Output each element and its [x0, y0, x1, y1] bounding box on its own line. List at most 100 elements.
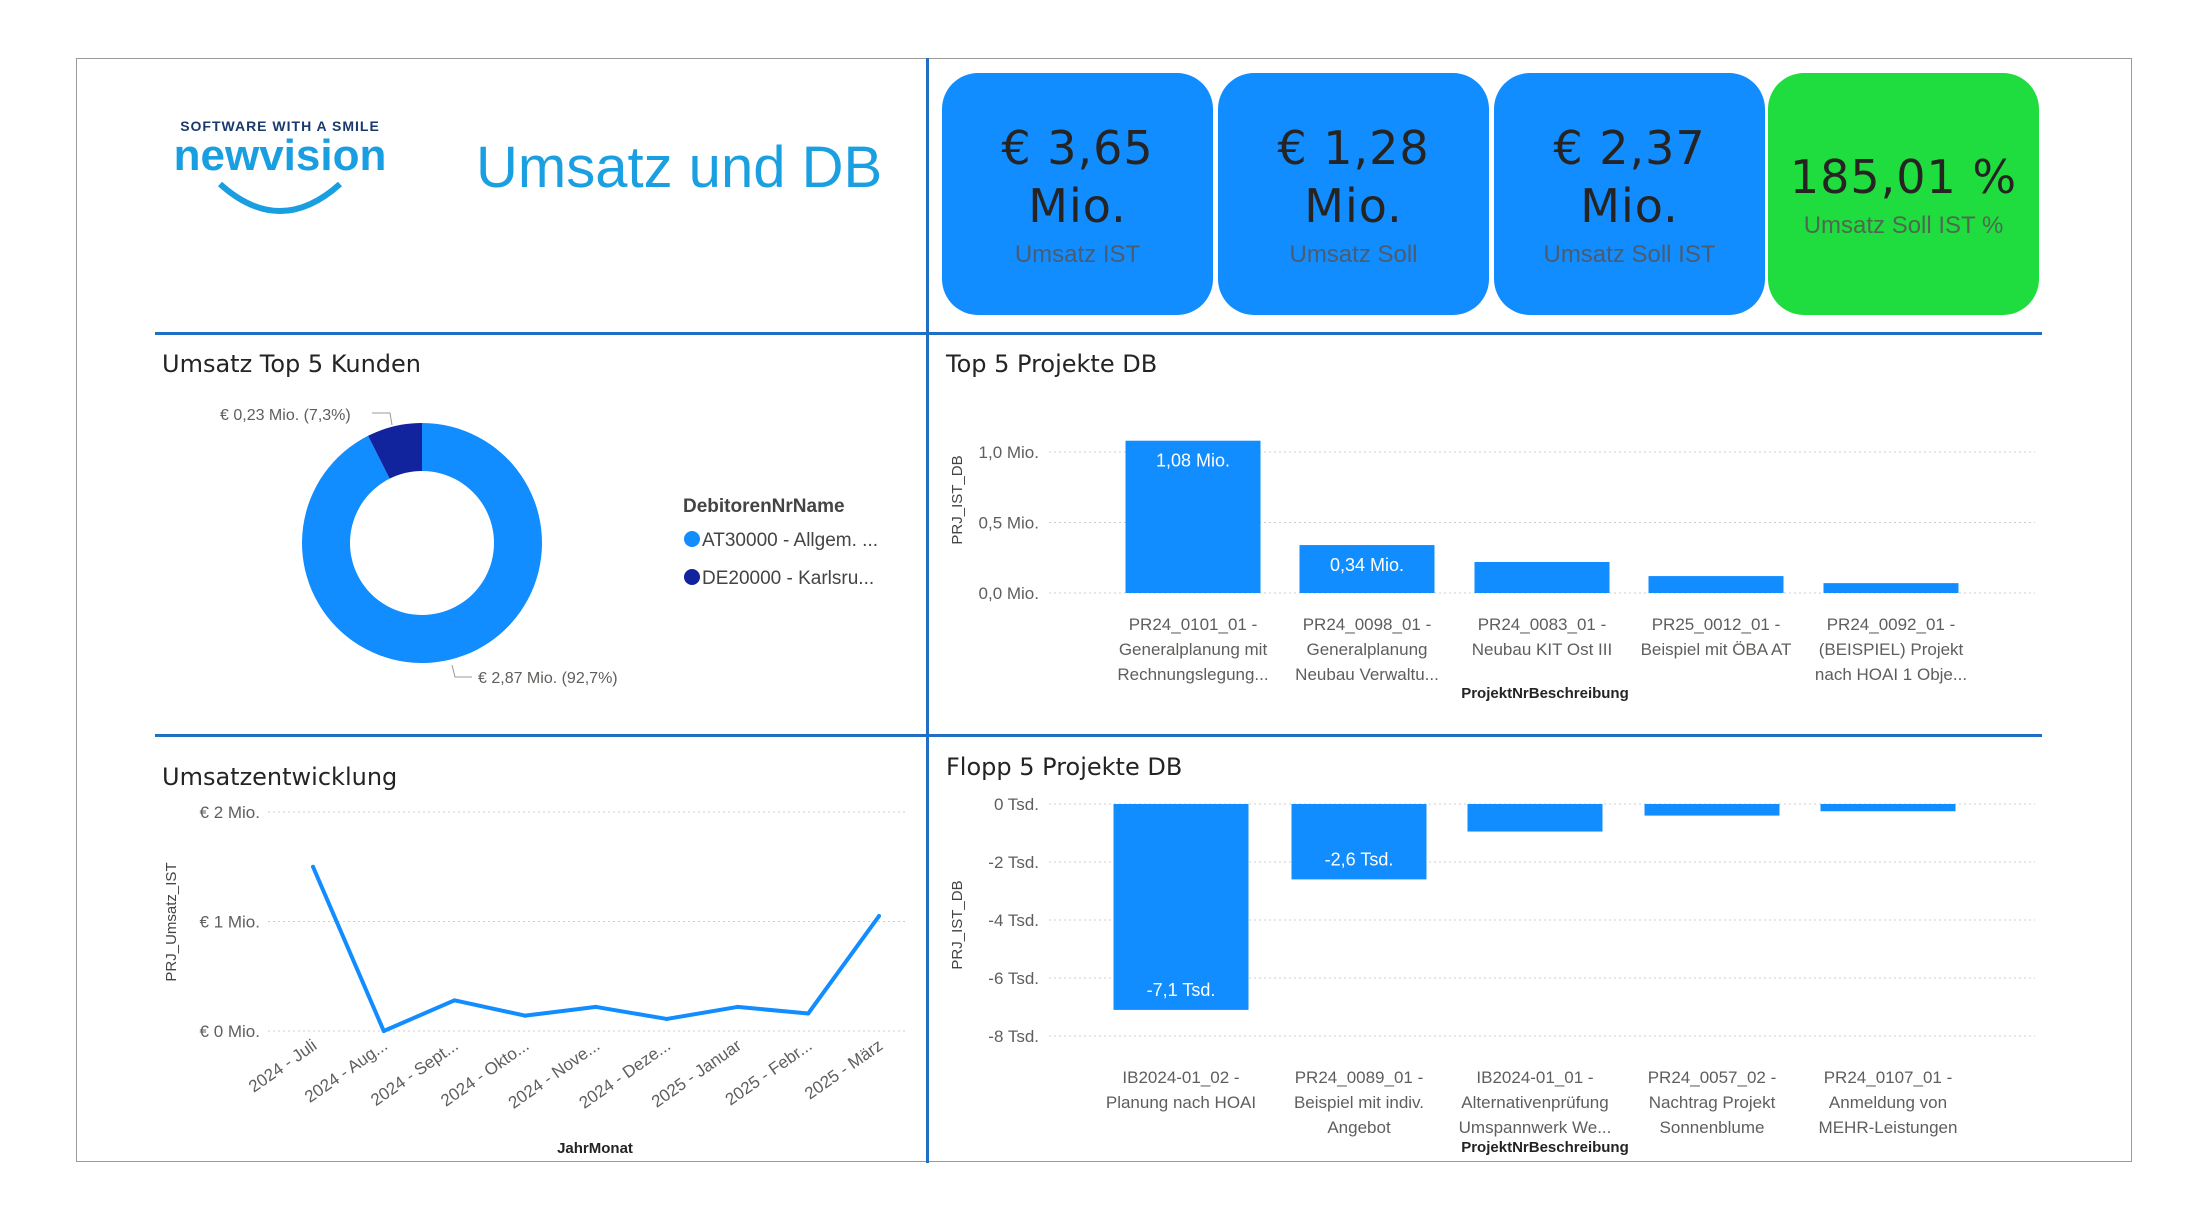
line-point[interactable]	[594, 1004, 598, 1009]
kpi-label: Umsatz Soll IST	[1543, 241, 1716, 268]
x-tick-label: (BEISPIEL) Projekt	[1819, 640, 1964, 659]
legend-marker-icon	[684, 531, 700, 547]
bar-data-label: 0,34 Mio.	[1330, 555, 1404, 575]
bar[interactable]	[1644, 804, 1780, 816]
x-axis-title: JahrMonat	[557, 1140, 633, 1157]
x-tick-label: Generalplanung mit	[1119, 640, 1268, 659]
y-tick-label: € 2 Mio.	[200, 803, 260, 822]
line-point[interactable]	[452, 998, 457, 1003]
y-tick-label: € 1 Mio.	[200, 913, 260, 932]
y-tick-label: 1,0 Mio.	[979, 443, 1039, 462]
x-tick-label: Beispiel mit indiv.	[1294, 1093, 1424, 1112]
line-point[interactable]	[806, 1011, 811, 1016]
leader-line	[372, 412, 393, 426]
bar[interactable]	[1474, 561, 1610, 593]
x-tick-label: IB2024-01_02 -	[1122, 1068, 1239, 1087]
x-tick-label: PR24_0057_02 -	[1648, 1068, 1777, 1087]
x-tick-label: Umspannwerk We...	[1459, 1118, 1612, 1137]
trend-title: Umsatzentwicklung	[162, 763, 398, 791]
kpi-label: Umsatz IST	[1014, 241, 1141, 268]
divider-middle	[155, 734, 2042, 737]
y-tick-label: -6 Tsd.	[988, 969, 1039, 988]
x-axis-title: ProjektNrBeschreibung	[1461, 685, 1629, 702]
x-tick-label: Planung nach HOAI	[1106, 1093, 1256, 1112]
kpi-card[interactable]: € 3,65 Mio. Umsatz IST	[942, 73, 1213, 315]
x-tick-label: Generalplanung	[1307, 640, 1428, 659]
logo-brand: newvision	[173, 131, 387, 180]
donut-slice[interactable]	[368, 423, 422, 479]
bar-data-label: -2,6 Tsd.	[1325, 849, 1394, 869]
legend-title: DebitorenNrName	[683, 496, 845, 517]
donut-title: Umsatz Top 5 Kunden	[162, 350, 421, 378]
bar[interactable]	[1125, 440, 1261, 593]
flop5-title: Flopp 5 Projekte DB	[946, 753, 1183, 781]
bar[interactable]	[1291, 804, 1427, 880]
x-tick-label: PR25_0012_01 -	[1652, 615, 1781, 634]
bar[interactable]	[1823, 583, 1959, 593]
leader-line	[451, 664, 472, 678]
kpi-value: € 3,65	[1001, 121, 1154, 175]
kpi-value-unit: Mio.	[1304, 179, 1403, 233]
y-tick-label: 0,0 Mio.	[979, 584, 1039, 603]
smile-icon	[217, 181, 343, 214]
y-tick-label: 0 Tsd.	[994, 795, 1039, 814]
x-tick-label: Nachtrag Projekt	[1649, 1093, 1776, 1112]
kpi-value: € 2,37	[1553, 121, 1706, 175]
line-point[interactable]	[735, 1004, 740, 1009]
line-point[interactable]	[877, 914, 881, 919]
x-tick-label: nach HOAI 1 Obje...	[1815, 665, 1967, 684]
report-frame	[76, 58, 2132, 1162]
kpi-value-unit: Mio.	[1580, 179, 1679, 233]
bar[interactable]	[1648, 576, 1784, 593]
x-tick-label: IB2024-01_01 -	[1476, 1068, 1593, 1087]
kpi-label: Umsatz Soll IST %	[1803, 212, 2004, 239]
x-tick-label: PR24_0083_01 -	[1478, 615, 1607, 634]
bar[interactable]	[1820, 804, 1956, 812]
bar[interactable]	[1299, 545, 1435, 593]
bar[interactable]	[1467, 804, 1603, 832]
donut-slice[interactable]	[302, 423, 542, 664]
y-tick-label: -2 Tsd.	[988, 853, 1039, 872]
x-tick-label: Alternativenprüfung	[1461, 1093, 1608, 1112]
x-tick-label: Anmeldung von	[1829, 1093, 1947, 1112]
divider-header	[155, 332, 2042, 335]
y-tick-label: -8 Tsd.	[988, 1027, 1039, 1046]
x-tick-label: MEHR-Leistungen	[1819, 1118, 1958, 1137]
line-point[interactable]	[523, 1013, 528, 1018]
bar[interactable]	[1113, 804, 1249, 1010]
y-axis-title: PRJ_Umsatz_IST	[163, 862, 180, 981]
kpi-label: Umsatz Soll	[1289, 241, 1418, 268]
legend-marker-icon	[684, 569, 700, 585]
kpi-card[interactable]: € 1,28 Mio. Umsatz Soll	[1218, 73, 1489, 315]
legend-item[interactable]: DE20000 - Karlsru...	[702, 568, 874, 589]
x-tick-label: PR24_0107_01 -	[1824, 1068, 1953, 1087]
x-tick-label: Beispiel mit ÖBA AT	[1641, 640, 1792, 659]
logo-tagline: SOFTWARE WITH A SMILE	[180, 118, 380, 134]
logo: SOFTWARE WITH A SMILE newvision	[160, 118, 400, 222]
kpi-card[interactable]: 185,01 % Umsatz Soll IST %	[1768, 73, 2039, 315]
y-tick-label: € 0 Mio.	[200, 1022, 260, 1041]
y-tick-label: 0,5 Mio.	[979, 514, 1039, 533]
line-point[interactable]	[664, 1016, 669, 1021]
x-tick-label: Neubau Verwaltu...	[1295, 665, 1439, 684]
kpi-value: 185,01 %	[1789, 150, 2018, 204]
x-tick-label: Neubau KIT Ost III	[1472, 640, 1612, 659]
y-axis-title: PRJ_IST_DB	[949, 880, 966, 969]
page-title: Umsatz und DB	[476, 135, 883, 200]
x-tick-label: Rechnungslegung...	[1117, 665, 1268, 684]
y-axis-title: PRJ_IST_DB	[949, 455, 966, 544]
line-point[interactable]	[381, 1029, 386, 1033]
bar-data-label: -7,1 Tsd.	[1147, 980, 1216, 1000]
line-point[interactable]	[311, 864, 315, 869]
divider-vertical	[926, 58, 929, 1163]
kpi-card[interactable]: € 2,37 Mio. Umsatz Soll IST	[1494, 73, 1765, 315]
x-axis-title: ProjektNrBeschreibung	[1461, 1139, 1629, 1156]
legend-item[interactable]: AT30000 - Allgem. ...	[702, 530, 878, 551]
x-tick-label: PR24_0089_01 -	[1295, 1068, 1424, 1087]
x-tick-label: 2025 - März	[801, 1036, 886, 1104]
x-tick-label: PR24_0092_01 -	[1827, 615, 1956, 634]
y-tick-label: -4 Tsd.	[988, 911, 1039, 930]
x-tick-label: PR24_0101_01 -	[1129, 615, 1258, 634]
